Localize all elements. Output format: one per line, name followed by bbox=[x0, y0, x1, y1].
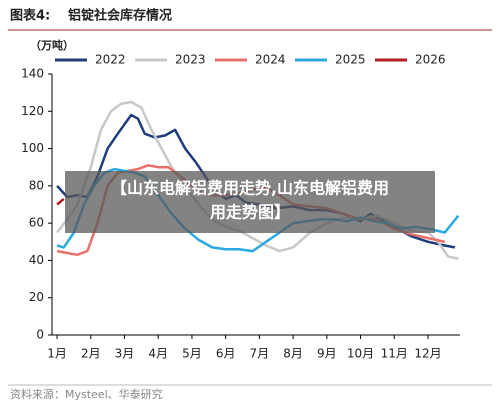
source: 资料来源：Mysteel、华泰研究 bbox=[10, 387, 163, 401]
x-tick-label: 6月 bbox=[216, 347, 236, 361]
y-tick-label: 120 bbox=[21, 104, 44, 118]
header-label: 图表4: bbox=[10, 8, 50, 24]
y-tick-label: 100 bbox=[21, 141, 44, 155]
y-axis-label: （万吨） bbox=[30, 38, 74, 52]
legend-label: 2024 bbox=[255, 53, 286, 67]
y-tick-label: 0 bbox=[36, 328, 44, 342]
x-tick-label: 1月 bbox=[47, 347, 67, 361]
x-tick-label: 5月 bbox=[182, 347, 202, 361]
series-line bbox=[56, 197, 65, 206]
x-tick-label: 7月 bbox=[250, 347, 270, 361]
legend-label: 2023 bbox=[175, 53, 206, 67]
y-tick-label: 60 bbox=[29, 216, 44, 230]
x-tick-label: 12月 bbox=[414, 347, 441, 361]
legend-label: 2022 bbox=[95, 53, 126, 67]
y-tick-label: 20 bbox=[29, 290, 44, 304]
x-tick-label: 11月 bbox=[381, 347, 408, 361]
x-tick-label: 3月 bbox=[115, 347, 135, 361]
x-tick-label: 4月 bbox=[148, 347, 168, 361]
legend-label: 2026 bbox=[415, 53, 446, 67]
y-tick-label: 140 bbox=[21, 67, 44, 81]
x-tick-label: 10月 bbox=[347, 347, 374, 361]
overlay-text: 用走势图】 bbox=[210, 203, 290, 222]
overlay-banner bbox=[65, 171, 435, 233]
header-title: 铝锭社会库存情况 bbox=[68, 8, 172, 24]
x-tick-label: 9月 bbox=[317, 347, 337, 361]
y-tick-label: 80 bbox=[29, 178, 44, 192]
x-tick-label: 8月 bbox=[283, 347, 303, 361]
x-tick-label: 2月 bbox=[81, 347, 101, 361]
overlay-text: 【山东电解铝费用走势,山东电解铝费用 bbox=[111, 179, 389, 198]
legend-label: 2025 bbox=[335, 53, 366, 67]
y-tick-label: 40 bbox=[29, 253, 44, 267]
